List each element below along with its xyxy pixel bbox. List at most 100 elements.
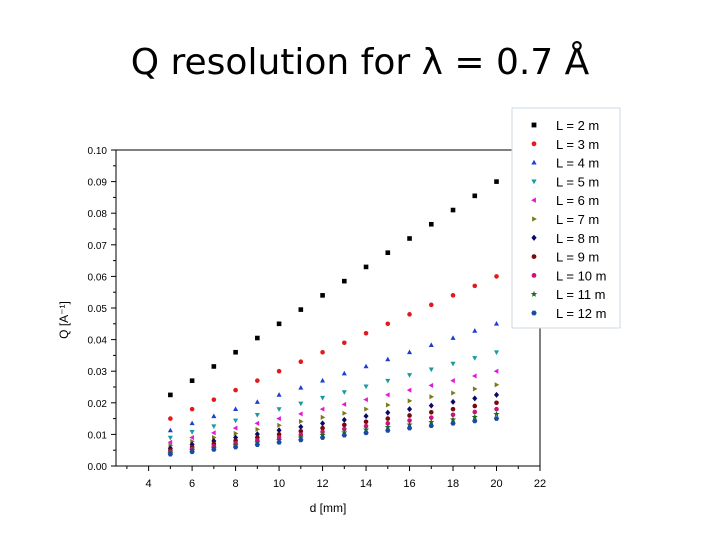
data-point <box>189 435 194 441</box>
data-point <box>342 426 347 432</box>
data-point <box>472 386 478 392</box>
legend-marker <box>532 216 537 222</box>
legend-marker <box>530 290 538 297</box>
data-point <box>342 340 347 346</box>
data-point <box>472 395 478 402</box>
x-tick-label: 14 <box>360 478 372 490</box>
data-point <box>168 416 173 421</box>
legend-marker <box>531 141 537 147</box>
data-point <box>211 430 216 436</box>
y-axis-label: Q [A⁻¹] <box>57 301 71 339</box>
data-point <box>342 410 348 416</box>
data-point <box>472 283 478 289</box>
data-point <box>450 207 456 213</box>
data-point <box>233 387 238 393</box>
legend-marker <box>531 197 536 203</box>
series-10 <box>167 410 500 456</box>
data-point <box>211 413 217 419</box>
data-point <box>254 420 260 426</box>
legend-label: L = 5 m <box>556 174 599 189</box>
data-point <box>385 402 391 408</box>
data-point <box>450 398 456 405</box>
y-tick-label: 0.04 <box>88 336 108 347</box>
data-point <box>189 430 195 435</box>
data-marks <box>167 179 500 457</box>
data-point <box>407 312 412 317</box>
data-point <box>254 439 261 446</box>
data-point <box>384 423 391 430</box>
data-point <box>472 193 478 199</box>
series-4 <box>167 350 500 441</box>
data-point <box>494 400 499 406</box>
data-point <box>341 429 348 436</box>
data-point <box>428 342 434 347</box>
data-point <box>211 447 217 452</box>
data-point <box>320 425 325 431</box>
y-tick-label: 0.00 <box>88 462 108 473</box>
data-point <box>276 440 282 445</box>
x-tick-label: 8 <box>233 478 239 490</box>
data-point <box>472 356 478 361</box>
legend-label: L = 3 m <box>556 137 599 152</box>
data-point <box>472 403 478 409</box>
data-point <box>450 378 455 384</box>
data-point <box>362 426 370 433</box>
series-1 <box>168 179 499 398</box>
y-tick-label: 0.08 <box>88 209 108 220</box>
data-point <box>167 451 174 457</box>
data-point <box>407 418 412 423</box>
x-tick-label: 12 <box>316 478 328 490</box>
data-point <box>233 349 238 355</box>
data-point <box>189 449 195 455</box>
data-point <box>493 416 500 421</box>
data-point <box>254 442 260 447</box>
y-tick-label: 0.07 <box>88 241 108 252</box>
data-point <box>406 421 413 428</box>
data-point <box>494 274 499 279</box>
legend-marker <box>531 310 537 316</box>
data-point <box>298 307 304 312</box>
legend-marker <box>531 122 537 128</box>
legend-label: L = 7 m <box>556 212 599 227</box>
data-point <box>385 392 390 398</box>
legend-label: L = 9 m <box>556 250 599 265</box>
data-point <box>342 278 347 284</box>
data-point <box>363 384 369 390</box>
data-point <box>363 423 369 429</box>
data-point <box>472 373 477 379</box>
data-point <box>167 435 173 441</box>
data-point <box>232 444 239 450</box>
data-point <box>189 441 195 448</box>
data-point <box>254 431 260 438</box>
data-point <box>276 368 282 374</box>
data-point <box>363 264 369 270</box>
legend-label: L = 8 m <box>556 231 599 246</box>
data-point <box>428 382 434 388</box>
data-point <box>320 414 326 420</box>
data-point <box>320 395 326 401</box>
data-point <box>341 390 347 395</box>
data-point <box>385 356 391 362</box>
legend: L = 2 m L = 3 m L = 4 m L = 5 m L = 6 m L = 7… <box>511 107 621 329</box>
data-point <box>319 431 326 438</box>
series-2 <box>168 274 499 421</box>
legend-marker <box>531 254 537 259</box>
data-point <box>471 413 478 420</box>
data-point <box>341 370 347 376</box>
data-point <box>429 394 435 400</box>
data-point <box>189 378 195 383</box>
data-point <box>428 302 434 308</box>
y-tick-label: 0.03 <box>88 367 108 378</box>
x-tick-label: 22 <box>534 478 546 490</box>
data-point <box>298 359 304 365</box>
data-point <box>363 363 369 369</box>
data-point <box>341 416 347 423</box>
data-point <box>276 427 282 434</box>
data-point <box>407 373 413 378</box>
data-point <box>168 392 173 398</box>
data-point <box>276 432 282 437</box>
data-point <box>298 423 304 430</box>
data-point <box>298 385 304 390</box>
series-3 <box>167 321 500 433</box>
